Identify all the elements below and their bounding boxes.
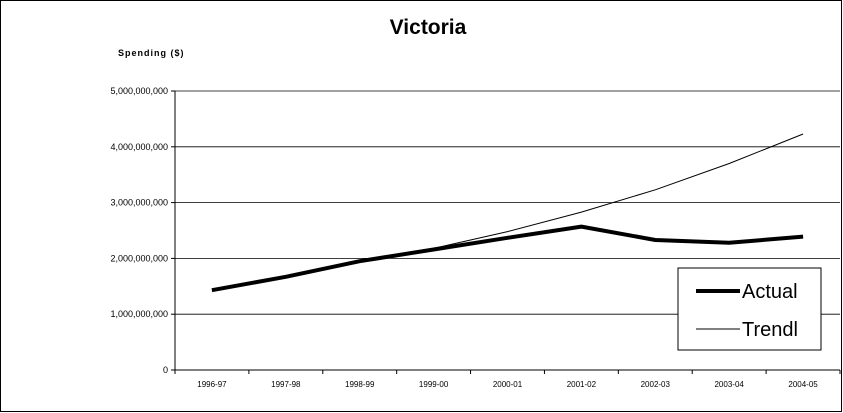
x-tick-label: 1997-98 <box>271 380 301 389</box>
y-tick-label: 4,000,000,000 <box>110 142 168 152</box>
x-tick-label: 2000-01 <box>493 380 523 389</box>
y-tick-label: 0 <box>163 365 168 375</box>
legend-label: Actual <box>742 281 798 303</box>
series-lines <box>211 133 804 293</box>
y-tick-label: 3,000,000,000 <box>110 198 168 208</box>
y-tick-label: 5,000,000,000 <box>110 86 168 96</box>
x-tick-label: 2001-02 <box>567 380 597 389</box>
legend-box <box>677 267 822 351</box>
series-line-actual <box>211 224 804 293</box>
y-axis-label: Spending ($) <box>118 48 185 58</box>
x-tick-label: 2004-05 <box>788 380 818 389</box>
x-tick-label: 1998-99 <box>345 380 375 389</box>
chart-title: Victoria <box>390 16 467 39</box>
x-tick-label: 1996-97 <box>197 380 227 389</box>
y-tick-label: 1,000,000,000 <box>110 309 168 319</box>
x-tick-label: 1999-00 <box>419 380 449 389</box>
legend-label: Trendl <box>742 319 798 341</box>
y-tick-label: 2,000,000,000 <box>110 253 168 263</box>
x-axis-ticks: 1996-97 1997-98 1998-99 1999-00 2000-01 2001-… <box>174 370 841 389</box>
legend: Actual Trendl <box>677 267 822 351</box>
x-tick-label: 2003-04 <box>714 380 744 389</box>
y-axis-ticks: 0 1,000,000,000 2,000,000,000 3,000,000,000… <box>110 86 175 375</box>
x-tick-label: 2002-03 <box>641 380 671 389</box>
